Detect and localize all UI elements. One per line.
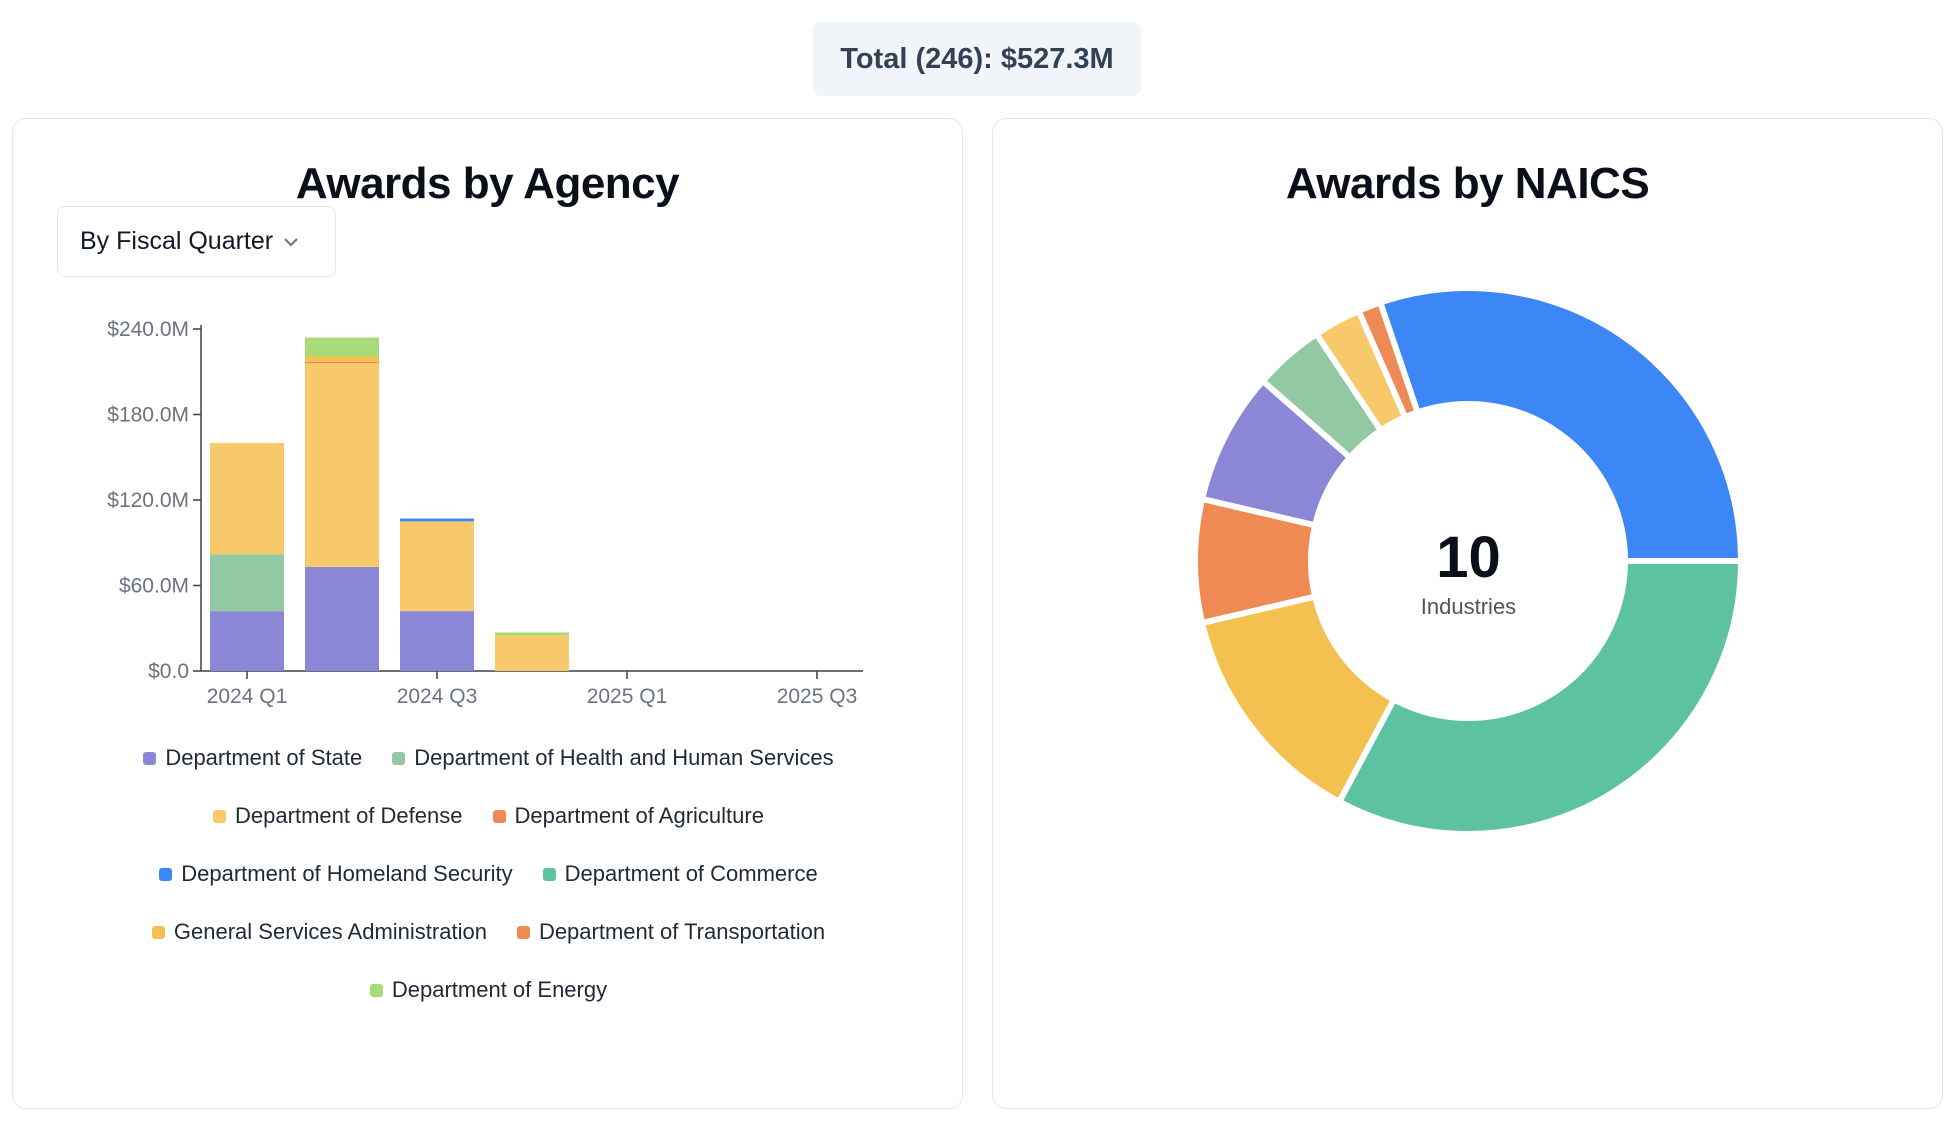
agency-chart-title: Awards by Agency: [295, 159, 680, 208]
legend-label: Department of Commerce: [564, 861, 818, 886]
bar-segment[interactable]: [305, 356, 379, 362]
chevron-down-icon: [281, 232, 301, 252]
legend-swatch: [143, 751, 157, 765]
legend-swatch: [516, 925, 530, 939]
legend-item[interactable]: Department of Homeland Security: [159, 861, 513, 887]
y-tick-label: $120.0M: [107, 489, 189, 512]
bar-segment[interactable]: [495, 632, 569, 636]
bar-segment[interactable]: [305, 361, 379, 364]
y-tick-label: $0.0: [148, 660, 189, 683]
bar-segment[interactable]: [400, 611, 474, 671]
bar-segment[interactable]: [400, 518, 474, 522]
donut-center-count: 10: [1436, 525, 1501, 590]
total-summary-badge: Total (246): $527.3M: [813, 22, 1141, 96]
x-tick-label: 2025 Q1: [587, 685, 668, 708]
legend-label: Department of State: [165, 745, 363, 770]
legend-swatch: [151, 925, 165, 939]
donut-slice[interactable]: [1376, 285, 1745, 564]
legend-item[interactable]: Department of Energy: [369, 977, 608, 1003]
legend-label: Department of Transportation: [538, 919, 826, 944]
x-tick-label: 2025 Q3: [777, 685, 858, 708]
legend-swatch: [492, 809, 506, 823]
legend-label: General Services Administration: [173, 919, 487, 944]
y-tick-label: $180.0M: [107, 404, 189, 427]
legend-row: Department of State Department of Health …: [113, 729, 864, 787]
legend-swatch: [369, 983, 383, 997]
awards-by-naics-card: Awards by NAICS 10 Industries: [992, 118, 1943, 1109]
legend-label: Department of Homeland Security: [181, 861, 513, 886]
bar-segment[interactable]: [305, 566, 379, 671]
total-summary-text: Total (246): $527.3M: [840, 42, 1114, 75]
legend-row: Department of Defense Department of Agric…: [113, 787, 864, 845]
legend-row: Department of Energy: [113, 961, 864, 1019]
bar-segment[interactable]: [210, 554, 284, 612]
legend-label: Department of Defense: [235, 803, 463, 828]
bar-segment[interactable]: [495, 635, 569, 671]
awards-by-agency-card: Awards by Agency By Fiscal Quarter $0.0 $…: [12, 118, 963, 1109]
fiscal-period-dropdown[interactable]: By Fiscal Quarter: [57, 206, 336, 277]
legend-item[interactable]: Department of Agriculture: [492, 803, 764, 829]
agency-legend: Department of State Department of Health …: [13, 729, 964, 1019]
legend-swatch: [159, 867, 173, 881]
naics-chart-title: Awards by NAICS: [1285, 159, 1650, 208]
donut-slice[interactable]: [1335, 558, 1745, 837]
legend-item[interactable]: Department of Health and Human Services: [392, 745, 834, 771]
donut-center-label: Industries: [1420, 594, 1517, 619]
legend-item[interactable]: Department of Transportation: [516, 919, 826, 945]
x-tick-label: 2024 Q1: [207, 685, 288, 708]
fiscal-period-dropdown-label: By Fiscal Quarter: [80, 227, 274, 255]
bar-segment[interactable]: [210, 611, 284, 671]
bar-segment[interactable]: [400, 521, 474, 612]
bar-segment[interactable]: [305, 337, 379, 357]
agency-bar-chart: $0.0 $60.0M $120.0M $180.0M $240.0M 2024 Q1 20…: [107, 318, 863, 708]
y-tick-label: $240.0M: [107, 318, 189, 341]
legend-swatch: [542, 867, 556, 881]
legend-swatch: [213, 809, 227, 823]
legend-row: General Services Administration Departmen…: [113, 903, 864, 961]
legend-item[interactable]: Department of Commerce: [542, 861, 818, 887]
bar-segment[interactable]: [210, 443, 284, 555]
legend-item[interactable]: Department of Defense: [213, 803, 463, 829]
legend-label: Department of Agriculture: [514, 803, 764, 828]
legend-item[interactable]: General Services Administration: [151, 919, 487, 945]
legend-item[interactable]: Department of State: [143, 745, 362, 771]
legend-swatch: [392, 751, 406, 765]
y-tick-label: $60.0M: [119, 575, 189, 598]
legend-row: Department of Homeland Security Departmen…: [113, 845, 864, 903]
legend-label: Department of Health and Human Services: [414, 745, 834, 770]
x-tick-label: 2024 Q3: [397, 685, 478, 708]
bar-segment[interactable]: [305, 363, 379, 567]
legend-label: Department of Energy: [391, 977, 608, 1002]
naics-donut-chart: [1192, 285, 1745, 837]
